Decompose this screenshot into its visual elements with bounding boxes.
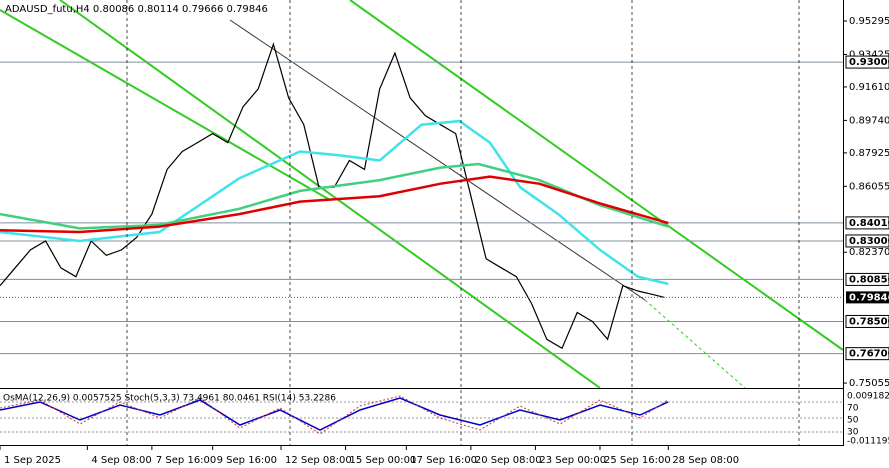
- y-tick-label: 0.82370: [849, 247, 889, 258]
- x-tick-label: 1 Sep 2025: [4, 455, 61, 466]
- level-box: [845, 234, 889, 248]
- x-tick-label: 4 Sep 08:00: [91, 455, 151, 466]
- indicator-line: [0, 395, 669, 435]
- x-tick-label: 15 Sep 00:00: [350, 455, 417, 466]
- indicator-axis-label: 30: [847, 428, 859, 438]
- trend-line: [229, 19, 646, 301]
- indicator-axis-label: 50: [847, 416, 859, 426]
- y-tick-label: 0.93425: [849, 49, 889, 60]
- y-tick-label: 0.95295: [849, 16, 889, 27]
- x-tick-label: 17 Sep 16:00: [410, 455, 477, 466]
- chart-title: ADAUSD_futu,H4 0.80086 0.80114 0.79666 0…: [5, 4, 268, 15]
- indicator-line: [0, 397, 669, 431]
- channel-line: [0, 9, 331, 201]
- moving-average: [0, 162, 669, 230]
- x-tick-label: 9 Sep 16:00: [217, 455, 277, 466]
- y-tick-label: 0.86055: [849, 181, 889, 192]
- y-tick-label: 0.89740: [849, 115, 889, 126]
- indicator-label: OsMA(12,26,9) 0.0057525 Stoch(5,3,3) 73.…: [3, 394, 336, 404]
- moving-average: [0, 175, 669, 234]
- indicator-axis-label: 70: [847, 404, 859, 414]
- channel-line: [349, 0, 844, 351]
- y-tick-label: 0.87925: [849, 148, 889, 159]
- indicator-axis-label: 0.009182: [847, 392, 889, 402]
- y-tick-label: 0.75055: [849, 378, 889, 389]
- x-tick-label: 28 Sep 08:00: [672, 455, 739, 466]
- level-box: [845, 272, 889, 286]
- panel-border: [0, 445, 843, 446]
- x-tick-label: 7 Sep 16:00: [156, 455, 216, 466]
- x-tick-label: 25 Sep 16:00: [604, 455, 671, 466]
- channel-lines: [0, 0, 844, 389]
- last-price-label: 0.79846: [849, 292, 889, 303]
- x-tick-label: 20 Sep 08:00: [475, 455, 542, 466]
- level-box: [845, 314, 889, 328]
- x-tick-label: 12 Sep 08:00: [285, 455, 352, 466]
- indicator-panel: [0, 395, 843, 435]
- level-box: [845, 216, 889, 230]
- channel-line: [59, 0, 601, 389]
- last-price-box: [846, 291, 889, 304]
- x-tick-label: 23 Sep 00:00: [539, 455, 606, 466]
- level-box: [845, 55, 889, 69]
- indicator-axis-label: -0.011195: [847, 437, 889, 447]
- trend-line-extension: [644, 299, 746, 389]
- axis-border: [843, 0, 844, 446]
- moving-average: [0, 119, 669, 286]
- y-tick-label: 0.91610: [849, 82, 889, 93]
- panel-border: [0, 388, 843, 389]
- level-box: [845, 347, 889, 361]
